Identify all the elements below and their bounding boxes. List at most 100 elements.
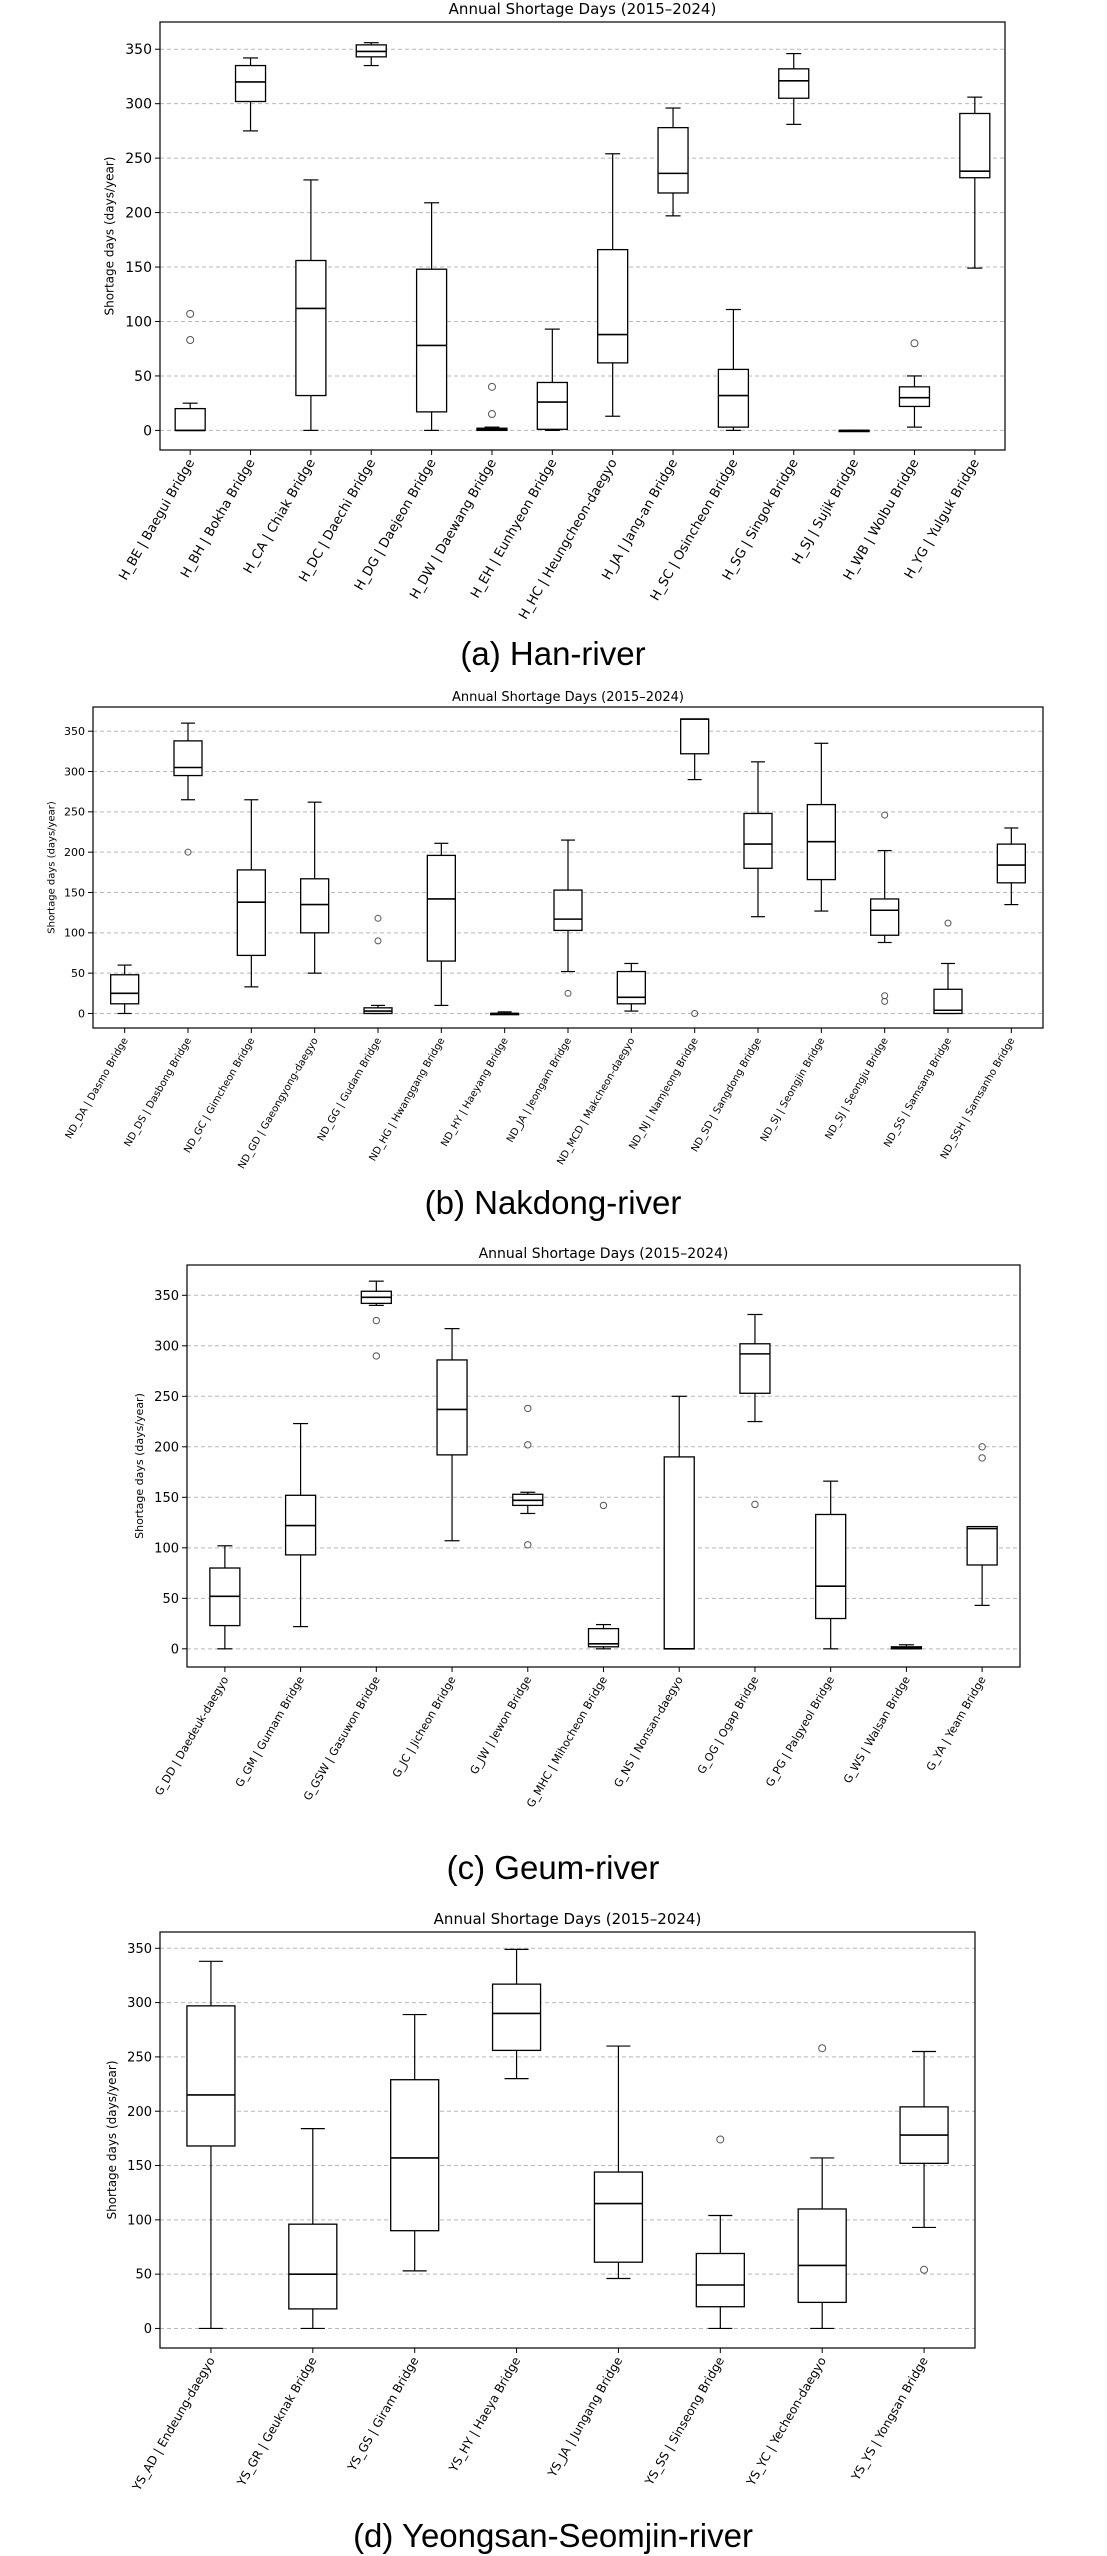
chart-title: Annual Shortage Days (2015–2024): [452, 690, 684, 705]
box-10: [966, 1443, 998, 1606]
flier-point: [751, 1500, 759, 1509]
y-tick-label: 200: [125, 205, 152, 221]
box-iqr: [436, 1359, 468, 1456]
box-iqr: [898, 386, 931, 408]
flier-point: [524, 1541, 532, 1549]
box-iqr: [996, 843, 1026, 884]
box-iqr: [743, 812, 773, 869]
chart-panel-3: 0 50 100 150 200 250 300 350 Annual Shortage Day…: [105, 1910, 976, 2494]
x-category-label: ND_GC | Gimcheon Bridge: [182, 1036, 257, 1155]
box-1: [288, 2127, 338, 2330]
flier-point: [487, 382, 496, 391]
x-category-label: G_NS | Nonsan-daegyo: [611, 1674, 685, 1790]
chart-title: Annual Shortage Days (2015–2024): [449, 0, 717, 18]
box-6: [797, 2044, 847, 2330]
plot-frame: [159, 21, 1006, 451]
box-9: [890, 1644, 923, 1650]
x-category-label: G_WS | Walsan Bridge: [841, 1674, 913, 1786]
box-2: [236, 799, 266, 988]
flier-point: [881, 811, 889, 819]
x-category-label: ND_HG | Hwanggang Bridge: [368, 1036, 448, 1163]
y-tick-label: 150: [125, 260, 152, 276]
box-iqr: [778, 68, 810, 99]
box-iqr: [815, 1513, 847, 1620]
x-category-label: ND_SSH | Samsanho Bridge: [939, 1036, 1018, 1161]
y-tick-label: 250: [127, 2050, 152, 2065]
panel-caption: (b) Nakdong-river: [425, 1184, 682, 1221]
box-iqr: [933, 988, 963, 1015]
x-category-label: ND_MCD | Makcheon-daegyo: [555, 1036, 637, 1167]
box-9: [680, 718, 710, 1017]
box-iqr: [663, 1456, 695, 1650]
flier-point: [564, 989, 572, 997]
y-axis-label: Shortage days (days/year): [133, 1393, 146, 1539]
y-tick-label: 250: [125, 151, 152, 167]
box-5: [695, 2135, 745, 2330]
box-5: [426, 842, 456, 1007]
box-iqr: [966, 1525, 998, 1566]
box-iqr: [288, 2223, 338, 2310]
box-iqr: [797, 2208, 847, 2304]
box-0: [174, 309, 206, 432]
y-tick-label: 350: [154, 1289, 179, 1304]
x-category-label: G_JC | Jicheon Bridge: [390, 1674, 459, 1780]
y-tick-label: 0: [144, 2322, 152, 2337]
box-2: [360, 1280, 392, 1360]
box-12: [870, 811, 900, 1005]
panel-caption: (d) Yeongsan-Seomjin-river: [353, 2517, 753, 2554]
flier-point: [716, 2135, 725, 2144]
plot-frame: [159, 1931, 976, 2349]
y-tick-label: 100: [154, 1541, 179, 1556]
flier-point: [818, 2044, 827, 2053]
y-tick-label: 0: [143, 423, 152, 439]
box-3: [491, 1948, 542, 2080]
y-axis-label: Shortage days (days/year): [46, 801, 57, 934]
box-5: [587, 1501, 620, 1650]
y-tick-label: 300: [125, 97, 152, 113]
y-axis-label: Shortage days (days/year): [103, 156, 117, 315]
box-0: [186, 1960, 236, 2330]
box-iqr: [300, 878, 330, 934]
box-iqr: [597, 248, 629, 364]
box-12: [898, 339, 931, 428]
box-iqr: [657, 126, 689, 194]
plot-frame: [186, 1264, 1021, 1668]
flier-point: [881, 997, 889, 1005]
box-iqr: [186, 2005, 236, 2147]
box-4: [512, 1404, 544, 1549]
box-iqr: [616, 970, 646, 1005]
y-tick-label: 100: [125, 314, 152, 330]
box-iqr: [587, 1627, 620, 1648]
box-iqr: [695, 2252, 745, 2308]
flier-point: [372, 1352, 381, 1360]
x-category-label: ND_SJ | Seongjin Bridge: [759, 1036, 828, 1144]
x-category-label: ND_GD | Gaeongyong-daegyo: [236, 1036, 320, 1171]
box-0: [209, 1545, 241, 1650]
x-category-label: YS_JA | Jungang Bridge: [545, 2355, 626, 2481]
x-category-label: ND_DA | Dasmo Bridge: [64, 1036, 131, 1141]
y-tick-label: 150: [154, 1491, 179, 1506]
flier-point: [487, 410, 496, 419]
box-11: [838, 429, 870, 433]
flier-point: [184, 848, 192, 856]
box-3: [355, 42, 387, 67]
x-category-label: ND_GG | Gudam Bridge: [316, 1036, 384, 1143]
x-category-label: G_GM | Gumam Bridge: [233, 1674, 307, 1790]
box-iqr: [236, 869, 266, 957]
x-category-label: ND_NJ | Namjeong Bridge: [628, 1036, 701, 1152]
flier-point: [944, 919, 952, 927]
y-tick-label: 200: [64, 846, 85, 859]
box-iqr: [959, 112, 991, 179]
box-9: [717, 308, 750, 431]
flier-point: [910, 339, 919, 348]
x-category-label: G_PG | Palgyeol Bridge: [763, 1674, 837, 1789]
box-10: [743, 761, 773, 918]
x-category-label: YS_GS | Giram Bridge: [344, 2355, 421, 2475]
box-3: [436, 1328, 468, 1542]
box-7: [553, 839, 583, 997]
y-tick-label: 50: [134, 369, 152, 385]
box-6: [490, 1011, 520, 1016]
flier-point: [374, 937, 382, 945]
y-tick-label: 100: [127, 2213, 152, 2228]
y-tick-label: 150: [64, 886, 85, 899]
